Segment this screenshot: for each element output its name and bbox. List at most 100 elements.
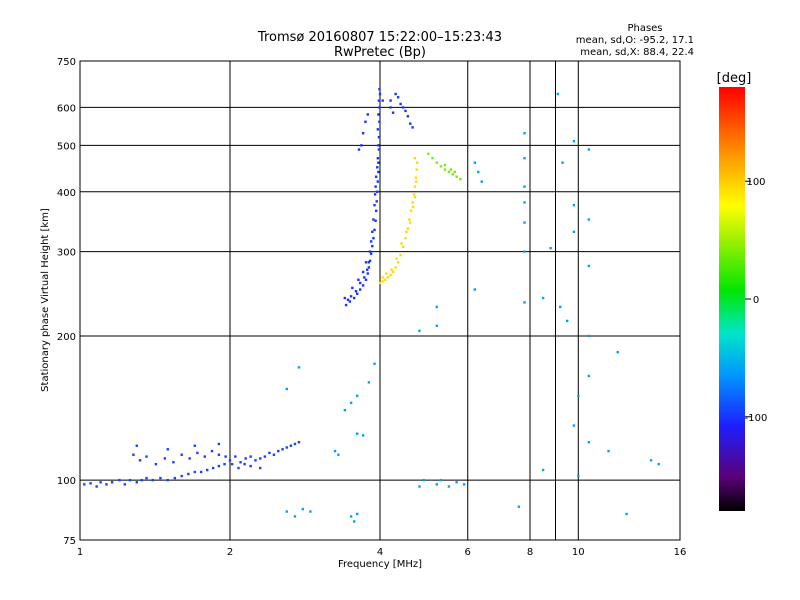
data-point <box>145 476 148 480</box>
data-point <box>244 457 247 460</box>
data-point <box>355 432 359 435</box>
y-tick-label: 75 <box>63 536 76 547</box>
data-point <box>285 446 288 449</box>
data-point <box>378 120 381 123</box>
data-point <box>355 512 359 516</box>
data-point <box>549 246 552 250</box>
y-tick-label: 300 <box>57 248 76 259</box>
data-point <box>390 268 393 271</box>
data-point <box>187 472 190 476</box>
data-point <box>384 278 387 281</box>
data-point <box>123 483 126 486</box>
data-point <box>83 483 86 486</box>
colorbar-tick-label: 100 <box>746 177 765 188</box>
x-tick-label: 8 <box>527 547 533 558</box>
colorbar <box>719 87 745 511</box>
data-point <box>378 106 381 109</box>
data-point <box>297 441 301 444</box>
data-point <box>358 281 362 285</box>
data-point <box>523 301 526 304</box>
y-tick-label: 100 <box>57 476 76 487</box>
data-point <box>373 362 376 365</box>
data-point <box>368 259 372 263</box>
data-point <box>386 276 390 279</box>
data-point <box>372 218 375 221</box>
data-point <box>289 444 293 447</box>
data-point <box>381 99 384 102</box>
data-point <box>352 296 356 300</box>
data-point <box>427 152 430 156</box>
data-point <box>254 459 257 462</box>
data-point <box>357 148 361 151</box>
data-point <box>443 168 447 171</box>
data-point <box>89 482 92 485</box>
data-point <box>523 201 526 204</box>
data-point <box>587 441 591 444</box>
data-point <box>396 261 400 264</box>
data-point <box>210 449 214 453</box>
data-point <box>364 120 367 123</box>
x-tick-label: 6 <box>465 547 471 558</box>
data-point <box>561 161 564 164</box>
data-point <box>572 203 576 207</box>
data-point <box>415 168 418 171</box>
chart-title: Tromsø 20160807 15:22:00–15:23:43 <box>257 30 502 45</box>
data-point <box>364 278 368 281</box>
data-point <box>377 99 381 102</box>
data-point <box>199 470 203 474</box>
data-point <box>415 180 418 183</box>
data-point <box>368 250 372 253</box>
data-point <box>572 424 576 427</box>
data-point <box>217 464 221 468</box>
data-point <box>408 218 411 221</box>
data-point <box>373 203 376 207</box>
data-point <box>572 140 576 143</box>
data-point <box>451 173 455 176</box>
data-point <box>363 276 366 279</box>
data-point <box>349 401 353 405</box>
data-point <box>378 87 381 91</box>
data-point <box>132 453 135 456</box>
data-point <box>349 295 353 298</box>
data-point <box>263 455 267 458</box>
x-tick-labels: 1 2 4 6 8 10 16 <box>77 547 687 558</box>
data-point <box>188 457 191 460</box>
data-point <box>193 444 197 447</box>
data-point <box>364 261 368 264</box>
data-point <box>477 170 480 174</box>
data-point <box>459 177 462 181</box>
data-point <box>523 157 526 160</box>
data-point <box>234 455 237 458</box>
data-point <box>376 180 380 183</box>
stats-header: Phases <box>627 23 662 34</box>
data-point <box>285 387 288 391</box>
data-point <box>355 394 359 398</box>
data-point <box>377 148 381 151</box>
data-point <box>196 451 199 455</box>
data-point <box>367 261 371 264</box>
data-point <box>105 483 108 486</box>
data-point <box>128 478 132 482</box>
y-tick-label: 400 <box>57 188 76 199</box>
data-point <box>272 453 276 456</box>
data-point <box>447 170 451 174</box>
data-point <box>418 485 421 488</box>
data-point <box>377 113 380 116</box>
data-point <box>616 350 619 354</box>
data-point <box>346 298 350 301</box>
data-point <box>480 180 483 183</box>
data-point <box>376 166 379 169</box>
data-point <box>541 468 545 472</box>
data-point <box>357 278 360 281</box>
data-point <box>180 453 183 456</box>
data-point <box>374 175 378 178</box>
data-point <box>462 483 466 486</box>
data-point <box>409 122 412 125</box>
data-point <box>404 109 407 113</box>
data-point <box>541 296 545 300</box>
data-point <box>385 272 388 275</box>
data-point <box>205 468 209 472</box>
data-point <box>293 442 297 446</box>
data-point <box>556 92 560 96</box>
data-point <box>377 135 381 139</box>
